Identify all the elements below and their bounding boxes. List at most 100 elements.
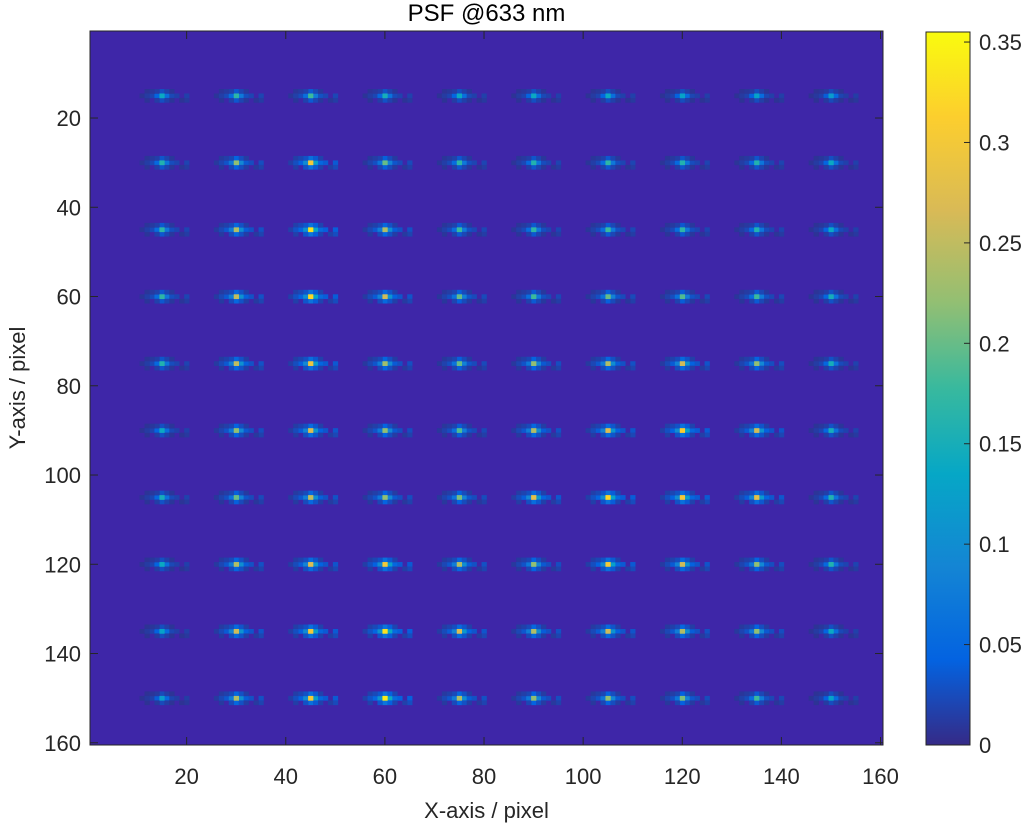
psf-halo-pixel xyxy=(590,289,596,295)
psf-halo-pixel xyxy=(481,93,487,99)
psf-halo-pixel xyxy=(749,423,755,429)
psf-halo-pixel xyxy=(466,356,472,362)
psf-halo-pixel xyxy=(838,97,844,103)
psf-halo-pixel xyxy=(764,428,770,433)
psf-halo-pixel xyxy=(154,160,160,166)
psf-halo-pixel xyxy=(630,298,636,304)
psf-halo-pixel xyxy=(223,428,230,433)
psf-halo-pixel xyxy=(585,562,591,567)
psf-halo-pixel xyxy=(451,298,458,304)
psf-halo-pixel xyxy=(689,562,695,567)
psf-halo-pixel xyxy=(387,557,393,563)
psf-halo-pixel xyxy=(313,695,319,701)
psf-halo-pixel xyxy=(169,562,175,567)
psf-halo-pixel xyxy=(600,227,606,233)
psf-halo-pixel xyxy=(664,628,671,634)
psf-halo-pixel xyxy=(526,231,532,237)
psf-halo-pixel xyxy=(833,97,839,103)
psf-halo-pixel xyxy=(848,298,854,304)
psf-halo-pixel xyxy=(808,562,814,567)
psf-halo-pixel xyxy=(610,700,616,706)
psf-halo-pixel xyxy=(466,97,472,103)
psf-halo-pixel xyxy=(674,700,681,706)
psf-halo-pixel xyxy=(392,365,398,371)
psf-halo-pixel xyxy=(630,562,636,567)
psf-spot-peak xyxy=(382,160,388,166)
psf-spot-peak xyxy=(456,495,463,500)
psf-halo-pixel xyxy=(317,423,324,429)
psf-halo-pixel xyxy=(159,89,165,94)
psf-halo-pixel xyxy=(516,356,522,362)
psf-halo-pixel xyxy=(585,428,591,433)
psf-halo-pixel xyxy=(833,361,839,366)
psf-halo-pixel xyxy=(689,423,695,429)
psf-halo-pixel xyxy=(778,164,785,170)
psf-halo-pixel xyxy=(387,691,393,697)
psf-halo-pixel xyxy=(744,628,750,634)
psf-halo-pixel xyxy=(689,231,695,237)
psf-halo-pixel xyxy=(387,499,393,505)
psf-halo-pixel xyxy=(164,691,170,697)
psf-halo-pixel xyxy=(833,155,839,161)
psf-halo-pixel xyxy=(684,365,691,371)
psf-halo-pixel xyxy=(590,231,596,237)
psf-halo-pixel xyxy=(833,499,839,505)
psf-halo-pixel xyxy=(382,566,388,572)
psf-halo-pixel xyxy=(377,428,383,433)
psf-halo-pixel xyxy=(600,164,606,170)
psf-halo-pixel xyxy=(367,289,373,295)
psf-halo-pixel xyxy=(218,432,225,438)
psf-halo-pixel xyxy=(764,231,770,237)
psf-halo-pixel xyxy=(550,97,557,103)
psf-halo-pixel xyxy=(313,361,319,366)
psf-halo-pixel xyxy=(759,89,765,94)
psf-halo-pixel xyxy=(293,691,299,697)
psf-halo-pixel xyxy=(461,691,467,697)
x-tick-label: 160 xyxy=(862,764,899,789)
psf-halo-pixel xyxy=(585,695,591,701)
psf-halo-pixel xyxy=(759,499,765,505)
psf-halo-pixel xyxy=(605,633,611,639)
psf-halo-pixel xyxy=(164,97,170,103)
psf-halo-pixel xyxy=(317,298,324,304)
psf-halo-pixel xyxy=(734,160,740,166)
psf-halo-pixel xyxy=(555,227,562,233)
psf-halo-pixel xyxy=(704,298,710,304)
psf-halo-pixel xyxy=(684,428,691,433)
psf-halo-pixel xyxy=(610,361,616,366)
psf-spot-peak xyxy=(531,695,537,701)
psf-halo-pixel xyxy=(313,227,319,233)
y-tick-label: 60 xyxy=(57,285,81,310)
psf-halo-pixel xyxy=(536,356,542,362)
psf-halo-pixel xyxy=(536,499,542,505)
psf-spot-peak xyxy=(456,160,463,166)
psf-halo-pixel xyxy=(367,691,373,697)
psf-halo-pixel xyxy=(511,562,517,567)
psf-halo-pixel xyxy=(313,700,319,706)
psf-halo-pixel xyxy=(754,624,760,630)
psf-halo-pixel xyxy=(764,700,770,706)
psf-halo-pixel xyxy=(838,628,844,634)
psf-halo-pixel xyxy=(466,695,472,701)
psf-halo-pixel xyxy=(407,700,413,706)
psf-halo-pixel xyxy=(327,97,334,103)
psf-halo-pixel xyxy=(456,356,463,362)
psf-halo-pixel xyxy=(223,628,230,634)
psf-halo-pixel xyxy=(441,227,448,233)
psf-halo-pixel xyxy=(759,93,765,99)
psf-spot-peak xyxy=(308,495,314,500)
psf-halo-pixel xyxy=(164,164,170,170)
psf-halo-pixel xyxy=(233,356,239,362)
psf-halo-pixel xyxy=(749,356,755,362)
psf-halo-pixel xyxy=(238,691,244,697)
psf-halo-pixel xyxy=(823,361,829,366)
psf-halo-pixel xyxy=(164,557,170,563)
psf-halo-pixel xyxy=(149,155,155,161)
psf-halo-pixel xyxy=(238,624,244,630)
psf-halo-pixel xyxy=(744,695,750,701)
psf-halo-pixel xyxy=(149,557,155,563)
psf-halo-pixel xyxy=(243,566,249,572)
psf-halo-pixel xyxy=(516,164,522,170)
colorbar-frame xyxy=(925,31,971,746)
psf-halo-pixel xyxy=(664,298,671,304)
